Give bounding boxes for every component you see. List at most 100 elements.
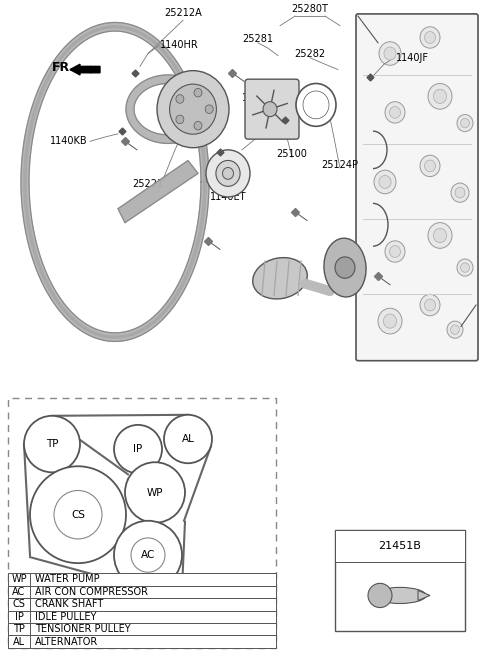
Bar [335,530,465,562]
Circle shape [205,105,213,113]
Text: AL: AL [181,434,194,444]
Text: TENSIONER PULLEY: TENSIONER PULLEY [35,625,131,634]
Bar [8,611,276,623]
Circle shape [379,175,391,188]
Bar [8,586,276,598]
Circle shape [457,115,473,132]
Circle shape [378,308,402,334]
Text: 21451B: 21451B [379,541,421,551]
Text: CS: CS [12,600,25,609]
Text: IDLE PULLEY: IDLE PULLEY [35,612,96,622]
Circle shape [169,84,216,134]
Bar [335,530,465,631]
Circle shape [176,94,184,103]
Text: 1140JF: 1140JF [241,93,275,104]
Text: 1140HR: 1140HR [160,40,199,50]
Circle shape [194,121,202,130]
Bar [8,636,276,648]
Text: IP: IP [133,444,143,454]
Circle shape [385,241,405,262]
Bar [8,573,276,586]
Text: TP: TP [46,439,58,449]
Ellipse shape [252,258,307,299]
Circle shape [131,538,165,572]
Circle shape [447,321,463,338]
Circle shape [457,259,473,276]
Circle shape [389,106,400,118]
Circle shape [114,425,162,474]
Circle shape [455,188,465,198]
Text: WP: WP [147,487,163,497]
Polygon shape [118,161,198,222]
Circle shape [335,257,355,278]
Circle shape [385,102,405,123]
Text: ALTERNATOR: ALTERNATOR [35,637,98,647]
Text: 25281: 25281 [242,33,274,43]
Text: FR.: FR. [52,61,75,74]
Circle shape [433,89,446,104]
Text: 25282: 25282 [294,49,325,58]
Circle shape [424,31,435,43]
Text: 25280T: 25280T [291,4,328,14]
Circle shape [420,155,440,176]
Polygon shape [126,75,210,144]
Circle shape [368,583,392,607]
FancyBboxPatch shape [245,79,299,139]
Text: AIR CON COMPRESSOR: AIR CON COMPRESSOR [35,587,148,597]
Text: AC: AC [12,587,25,597]
Text: CS: CS [71,510,85,520]
Circle shape [424,299,435,311]
Text: 25221: 25221 [132,179,164,189]
Text: WATER PUMP: WATER PUMP [35,575,100,584]
Circle shape [216,161,240,186]
Text: 25100: 25100 [276,149,307,159]
Text: 1140ET: 1140ET [210,192,246,202]
Text: 1140KB: 1140KB [50,136,88,146]
Text: 25286: 25286 [268,125,299,136]
Circle shape [420,295,440,316]
Circle shape [451,183,469,202]
Bar [8,398,276,648]
Circle shape [296,83,336,127]
Circle shape [24,416,80,472]
Circle shape [303,91,329,119]
Circle shape [194,89,202,97]
Circle shape [176,115,184,123]
Text: 25124P: 25124P [322,160,359,170]
Ellipse shape [324,238,366,297]
Circle shape [114,521,182,589]
Circle shape [374,170,396,194]
Circle shape [461,263,469,272]
Circle shape [54,491,102,539]
Circle shape [206,150,250,197]
Text: TP: TP [13,625,25,634]
Circle shape [223,167,233,179]
Circle shape [389,245,400,257]
Polygon shape [21,22,209,341]
Circle shape [428,222,452,249]
Circle shape [384,314,396,328]
Circle shape [263,102,277,117]
Circle shape [424,160,435,172]
Circle shape [420,27,440,48]
Circle shape [30,466,126,563]
Circle shape [379,42,401,66]
Ellipse shape [374,587,426,604]
Circle shape [384,47,396,60]
Text: 25212A: 25212A [164,8,202,18]
Text: AL: AL [13,637,25,647]
Circle shape [433,228,446,243]
Text: 1140JF: 1140JF [396,52,429,63]
FancyArrow shape [70,64,100,75]
Text: CRANK SHAFT: CRANK SHAFT [35,600,103,609]
Polygon shape [418,590,430,600]
Circle shape [428,83,452,109]
Circle shape [461,118,469,128]
Text: IP: IP [14,612,24,622]
Bar [8,598,276,611]
Circle shape [125,462,185,523]
Circle shape [451,325,459,335]
Text: WP: WP [11,575,27,584]
Circle shape [164,415,212,463]
Text: AC: AC [141,550,155,560]
